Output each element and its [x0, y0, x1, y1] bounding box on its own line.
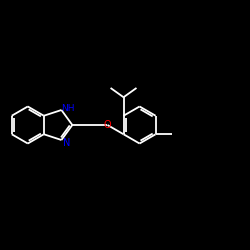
Text: N: N — [63, 138, 71, 148]
Text: O: O — [104, 120, 111, 130]
Text: NH: NH — [61, 104, 75, 113]
